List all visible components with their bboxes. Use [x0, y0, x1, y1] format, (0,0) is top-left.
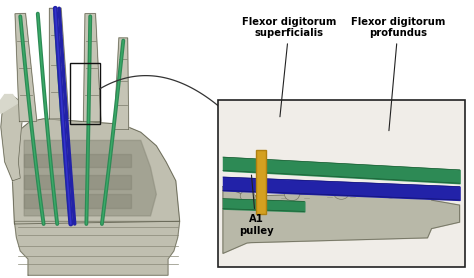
Polygon shape — [223, 187, 460, 254]
Text: A1
pulley: A1 pulley — [238, 175, 273, 236]
Polygon shape — [15, 14, 37, 122]
Polygon shape — [24, 140, 156, 216]
Polygon shape — [1, 95, 22, 181]
Polygon shape — [24, 154, 131, 167]
Polygon shape — [12, 119, 180, 224]
Polygon shape — [49, 8, 69, 119]
Polygon shape — [24, 194, 131, 208]
Ellipse shape — [240, 190, 255, 202]
Text: Flexor digitorum
superficialis: Flexor digitorum superficialis — [242, 17, 337, 117]
Polygon shape — [0, 95, 18, 113]
Ellipse shape — [383, 186, 398, 198]
Polygon shape — [14, 221, 180, 275]
Polygon shape — [114, 38, 128, 130]
Polygon shape — [83, 14, 101, 121]
Bar — [70, 63, 100, 124]
Text: Flexor digitorum
profundus: Flexor digitorum profundus — [351, 17, 446, 131]
Bar — [256, 150, 266, 214]
Ellipse shape — [334, 188, 349, 199]
Bar — [218, 100, 465, 267]
Ellipse shape — [284, 189, 300, 201]
Polygon shape — [24, 175, 131, 189]
